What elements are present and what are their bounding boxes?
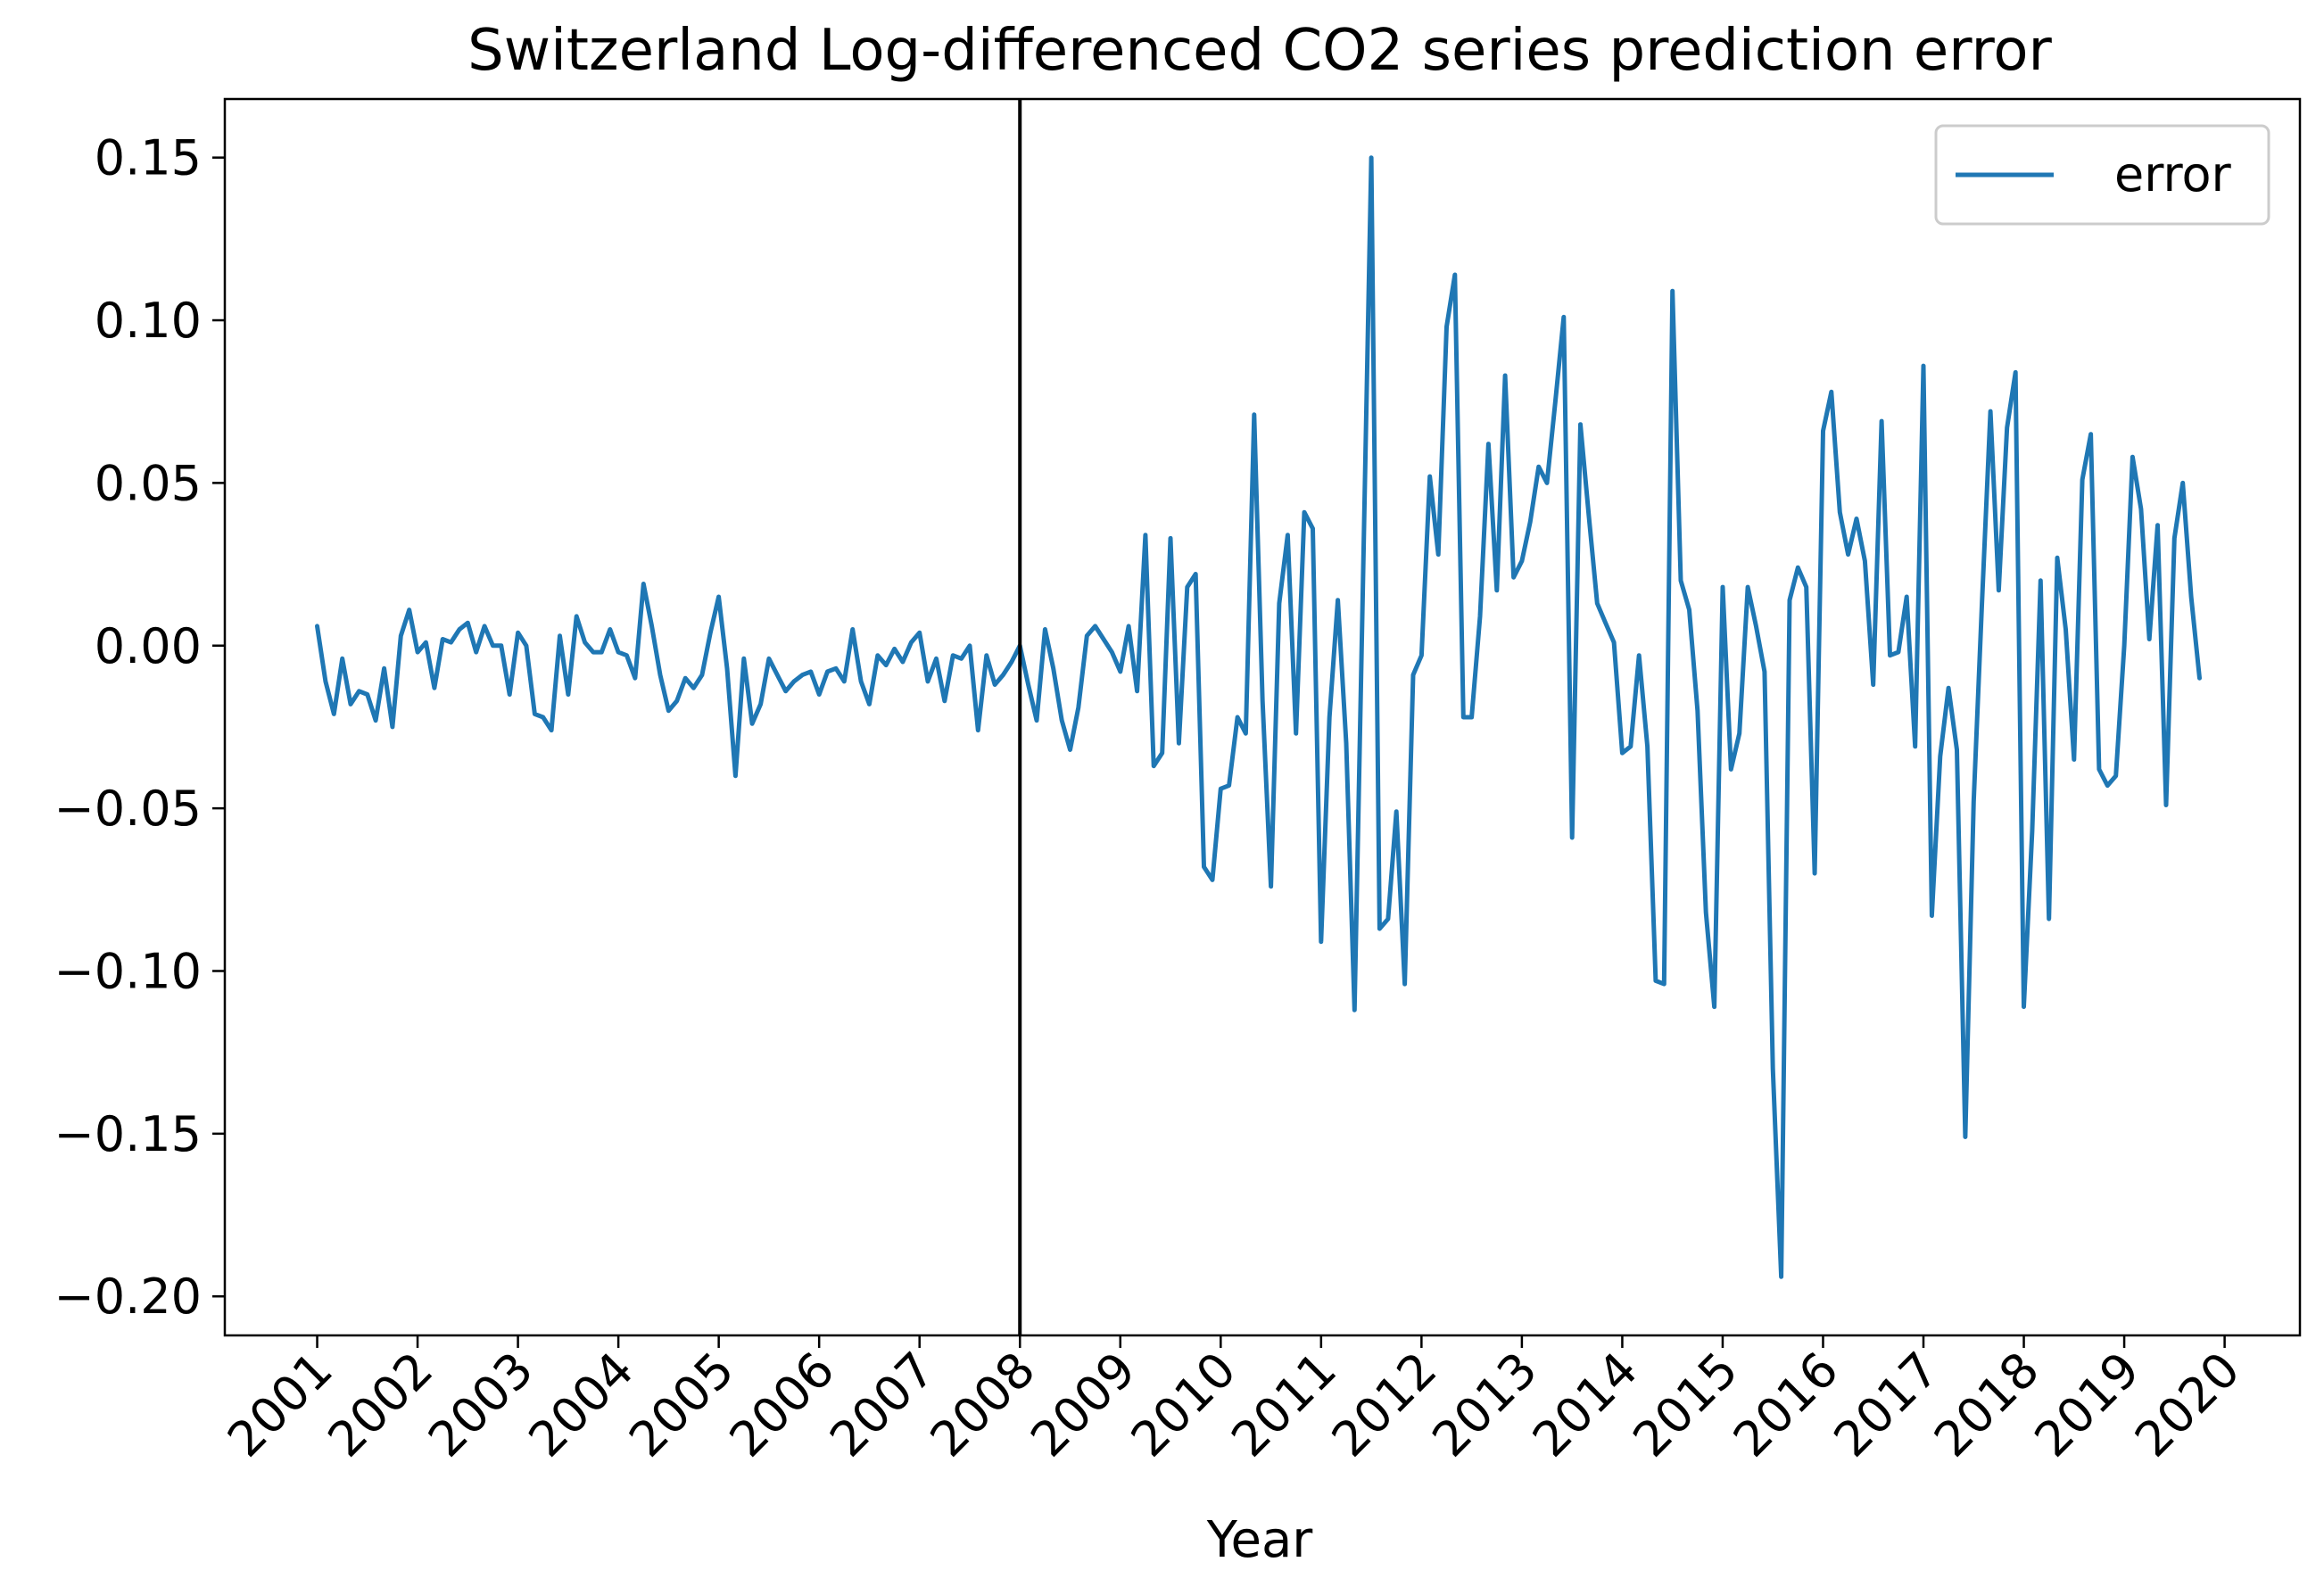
series-group bbox=[315, 155, 2202, 1279]
plot-frame bbox=[223, 97, 2302, 1337]
y-tick-label: −0.15 bbox=[54, 1106, 202, 1162]
series-line-error bbox=[315, 155, 2202, 1279]
chart-title: Switzerland Log-differenced CO2 series p… bbox=[467, 18, 2052, 84]
y-tick-label: 0.15 bbox=[95, 130, 202, 186]
x-axis-label: Year bbox=[1206, 1511, 1314, 1569]
legend-box bbox=[1934, 124, 2270, 226]
y-tick-label: −0.10 bbox=[54, 943, 202, 999]
y-tick-label: −0.05 bbox=[54, 781, 202, 837]
y-axis: 0.15 0.10 0.05 0.00 −0.05 −0.10 −0.15 −0.20 bbox=[54, 130, 225, 1325]
y-tick-label: 0.10 bbox=[95, 293, 202, 349]
y-tick-label: −0.20 bbox=[54, 1269, 202, 1325]
y-tick-label: 0.00 bbox=[95, 618, 202, 674]
y-tick-label: 0.05 bbox=[95, 455, 202, 511]
legend: error bbox=[1934, 124, 2270, 226]
legend-label: error bbox=[2114, 146, 2232, 202]
